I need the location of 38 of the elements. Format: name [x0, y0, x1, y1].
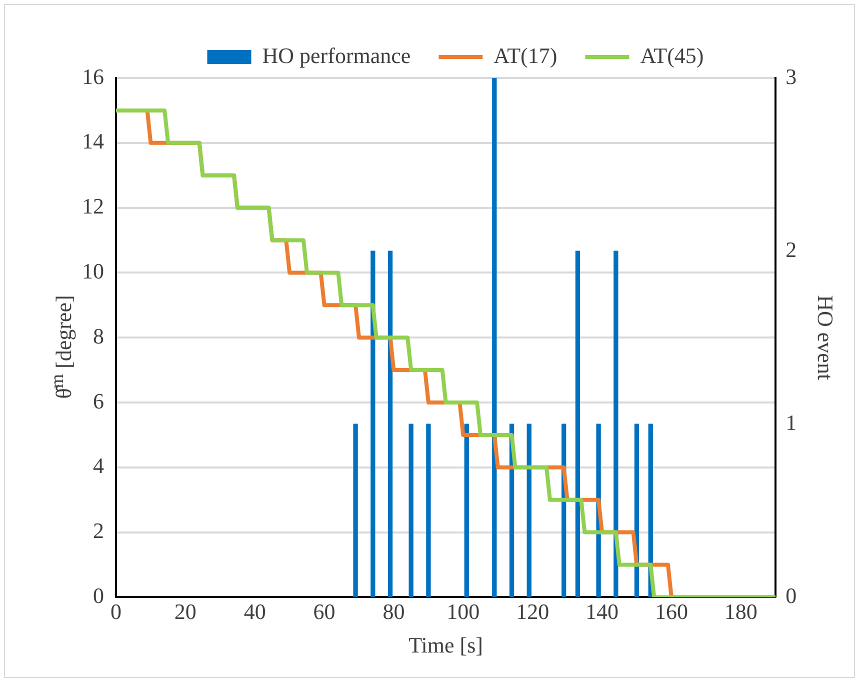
y2-tick-label: 2 [786, 236, 797, 262]
y-tick-label: 16 [82, 64, 104, 89]
bar [370, 250, 376, 598]
x-tick-label: 120 [516, 599, 550, 624]
x-axis-title: Time [s] [408, 632, 483, 658]
bar [575, 250, 580, 598]
bar [426, 424, 431, 598]
x-tick-label: 100 [446, 599, 480, 624]
bar [464, 424, 469, 598]
y2-tick-label: 3 [786, 64, 797, 89]
x-tick-label: 60 [313, 599, 336, 624]
bar [388, 250, 393, 598]
y-tick-label: 4 [93, 453, 104, 478]
y2-tick-label: 0 [786, 582, 797, 608]
y2-axis-title: HO event [813, 295, 838, 380]
bar [408, 424, 414, 598]
bar [353, 424, 358, 598]
y-tick-label: 12 [82, 194, 104, 219]
y-tick-label: 8 [93, 323, 104, 348]
bar [614, 250, 618, 598]
legend-label: AT(45) [640, 42, 704, 68]
y-tick-label: 2 [93, 518, 104, 544]
y2-tick-label: 1 [786, 410, 797, 435]
legend-label: HO performance [262, 42, 411, 68]
x-tick-label: 40 [244, 599, 266, 624]
bar [526, 424, 532, 598]
x-tick-label: 0 [110, 599, 122, 624]
x-tick-label: 20 [174, 599, 196, 624]
legend-label: AT(17) [494, 42, 558, 68]
y-tick-label: 10 [82, 258, 104, 284]
x-tick-label: 160 [654, 599, 688, 624]
bar [492, 78, 497, 598]
y-tick-label: 14 [82, 128, 104, 154]
x-tick-label: 140 [586, 599, 619, 624]
x-tick-label: 80 [382, 599, 405, 624]
y-tick-label: 6 [93, 388, 104, 414]
y-tick-label: 0 [93, 582, 104, 608]
x-tick-label: 180 [724, 599, 758, 624]
